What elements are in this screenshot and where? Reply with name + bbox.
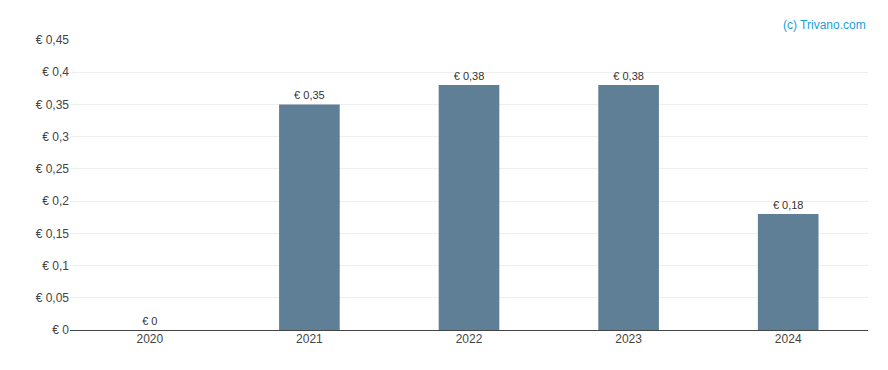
svg-text:2021: 2021 (296, 332, 323, 346)
svg-text:€ 0: € 0 (142, 315, 157, 327)
svg-text:€ 0,25: € 0,25 (36, 162, 70, 176)
svg-text:€ 0,4: € 0,4 (42, 65, 69, 79)
svg-text:2020: 2020 (136, 332, 163, 346)
svg-text:€ 0,45: € 0,45 (36, 33, 70, 47)
svg-text:€ 0,05: € 0,05 (36, 291, 70, 305)
svg-text:€ 0,15: € 0,15 (36, 227, 70, 241)
svg-text:€ 0,35: € 0,35 (294, 89, 325, 101)
svg-text:€ 0: € 0 (52, 323, 69, 337)
svg-text:2022: 2022 (456, 332, 483, 346)
svg-text:€ 0,1: € 0,1 (42, 259, 69, 273)
svg-text:€ 0,38: € 0,38 (454, 70, 485, 82)
svg-text:€ 0,18: € 0,18 (773, 199, 804, 211)
svg-text:2024: 2024 (775, 332, 802, 346)
svg-text:€ 0,35: € 0,35 (36, 98, 70, 112)
svg-text:(c) Trivano.com: (c) Trivano.com (783, 18, 866, 32)
svg-text:€ 0,3: € 0,3 (42, 130, 69, 144)
svg-text:€ 0,38: € 0,38 (613, 70, 644, 82)
svg-text:2023: 2023 (615, 332, 642, 346)
svg-text:€ 0,2: € 0,2 (42, 194, 69, 208)
